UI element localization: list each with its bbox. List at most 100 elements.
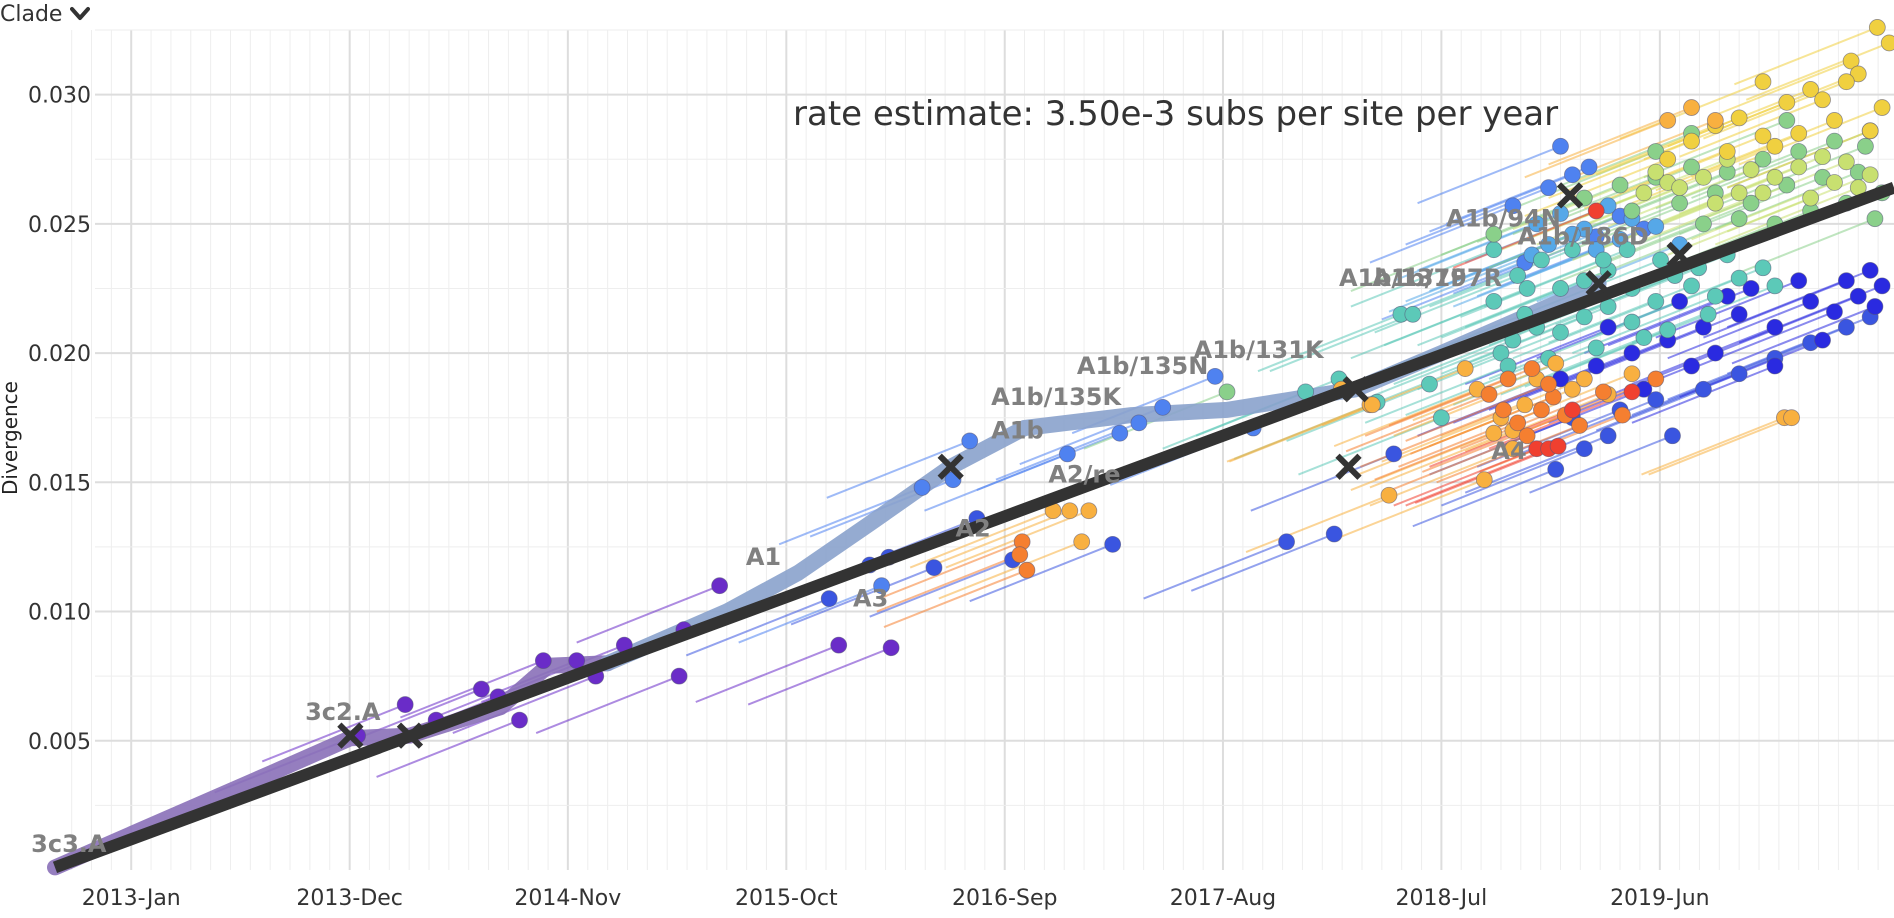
data-point [1061,502,1079,520]
data-point [1509,414,1527,432]
branch-line [1560,388,1704,448]
clade-label: A1b/197R [1372,264,1502,292]
clade-label: A1b/186D [1518,223,1649,251]
branch-line [1350,248,1495,308]
data-point [1802,292,1820,310]
branch-line [1417,331,1561,391]
data-point [1485,424,1503,442]
clade-label: A1b/137F [1339,264,1467,292]
data-point [1623,344,1641,362]
node-marker-x [396,722,424,749]
data-point [1580,158,1598,176]
data-point [1730,109,1748,127]
data-point [1549,437,1567,455]
data-point [1861,166,1879,184]
data-point [1618,241,1636,259]
data-point [1480,386,1498,403]
data-point [1790,272,1808,290]
data-point [1814,148,1831,166]
data-point [1404,305,1422,323]
data-point [1683,99,1700,116]
node-marker-x [1335,453,1362,480]
marker-stroke [396,722,424,749]
data-point [1868,19,1886,36]
data-point [1647,292,1665,310]
branch-line [1143,540,1287,600]
data-point [1842,52,1860,70]
branch-line [938,540,1083,600]
branch-line [1286,383,1430,442]
data-point [1802,189,1820,207]
data-point [1552,323,1569,341]
branch-line [1393,377,1538,437]
data-point [1325,525,1343,543]
data-point [1533,251,1550,269]
branch-line [826,440,971,499]
branch-line [576,584,720,644]
data-point [1873,99,1891,116]
branch-line [1641,416,1785,476]
data-point [1059,445,1076,463]
data-point [1528,215,1546,233]
data-point [1523,360,1541,377]
data-point [1706,112,1724,129]
branch-line [790,566,935,626]
clade-label: A4 [1491,437,1526,465]
data-point [1380,486,1398,504]
data-point [1695,380,1712,398]
branch-line [1648,416,1792,476]
branch-line [1441,377,1585,437]
data-point [1599,427,1617,445]
y-axis-label: Divergence [0,381,22,495]
branch-line [1405,383,1549,442]
data-point [1485,225,1503,243]
data-point [1564,241,1581,259]
node-marker-x [337,722,364,749]
data-point [1564,380,1581,398]
y-tick-label: 0.005 [28,730,91,755]
marker-stroke [1342,376,1369,403]
branch-line [883,569,1028,628]
data-point [925,559,943,576]
clade-label: A1b/94N [1446,204,1561,232]
branch-line [1374,274,1518,334]
x-tick-label: 2017-Aug [1170,886,1276,911]
data-point [473,680,490,698]
data-point [820,590,838,608]
branch-line [1679,98,1823,158]
branch-line [1583,295,1728,355]
node-markers [337,182,1693,749]
data-point [1599,318,1617,336]
branch-line [535,675,680,734]
data-point [882,639,900,657]
branch-line [261,703,406,763]
branch-line [1340,478,1485,538]
data-point [1594,251,1612,269]
data-point [1837,318,1855,336]
branch-line [878,540,1023,600]
y-tick-label: 0.010 [28,601,91,626]
chevron-down-icon[interactable] [70,6,91,22]
data-point [1706,194,1724,212]
branch-line [1412,468,1557,528]
clade-selector[interactable]: Clade [0,0,91,28]
data-point [511,711,528,729]
data-point [1659,150,1677,168]
node-marker-x [937,453,964,480]
data-point [1564,401,1581,419]
data-point [1659,112,1677,129]
y-tick-label: 0.025 [28,213,91,238]
y-tick-label: 0.015 [28,471,91,496]
data-point [873,577,890,595]
data-point [1826,132,1843,150]
data-point [1671,179,1689,197]
marker-stroke [937,453,964,480]
x-tick-label: 2014-Nov [514,886,621,911]
branch-line [1364,365,1509,424]
data-point [1880,34,1894,52]
clade-selector-label[interactable]: Clade [0,1,63,27]
branch-line [1488,217,1633,277]
data-point [1766,357,1784,375]
branch-line [1488,209,1633,269]
